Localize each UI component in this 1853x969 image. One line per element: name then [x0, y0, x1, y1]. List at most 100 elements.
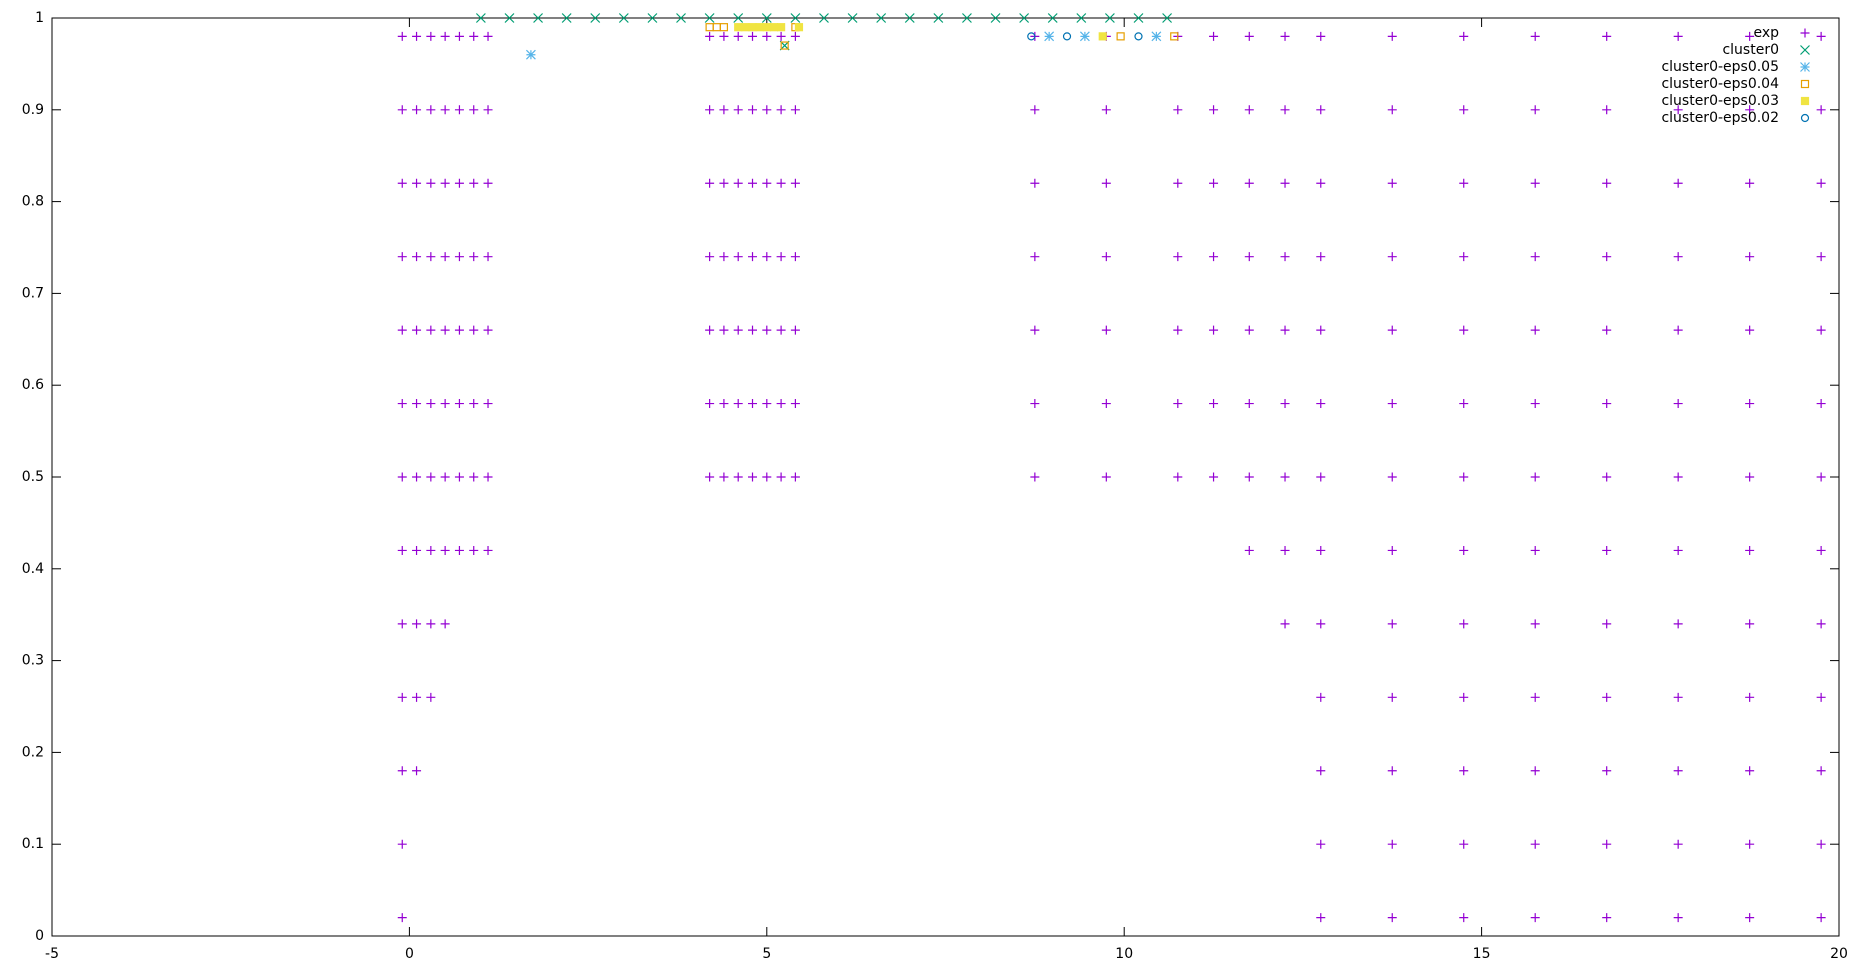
- point: [962, 13, 972, 23]
- point: [719, 105, 729, 115]
- point: [1019, 13, 1030, 23]
- point: [1244, 545, 1254, 555]
- legend-label: cluster0-eps0.04: [1661, 76, 1779, 92]
- point: [1316, 839, 1326, 849]
- y-tick-label: 0.2: [22, 744, 44, 760]
- point: [1459, 619, 1469, 629]
- point: [776, 472, 786, 482]
- point: [426, 399, 436, 409]
- point: [1044, 31, 1055, 42]
- point: [1602, 913, 1612, 923]
- point: [483, 545, 493, 555]
- point: [1104, 13, 1115, 23]
- point: [776, 325, 786, 335]
- point: [1387, 105, 1397, 115]
- point: [483, 252, 493, 262]
- point: [1459, 766, 1469, 776]
- point: [1162, 13, 1173, 23]
- point: [1602, 619, 1612, 629]
- point: [1602, 399, 1612, 409]
- point: [733, 105, 743, 115]
- point: [469, 545, 479, 555]
- point: [475, 13, 486, 23]
- point: [1209, 399, 1219, 409]
- point: [1459, 325, 1469, 335]
- point: [748, 325, 758, 335]
- point: [733, 472, 743, 482]
- point: [1602, 545, 1612, 555]
- y-tick-label: 0: [35, 928, 44, 944]
- point: [1673, 913, 1683, 923]
- point: [776, 23, 786, 32]
- point: [776, 31, 786, 41]
- point: [397, 913, 407, 923]
- point: [454, 325, 464, 335]
- point: [1280, 31, 1290, 41]
- point: [761, 13, 772, 23]
- point: [933, 13, 944, 23]
- point: [1244, 325, 1254, 335]
- point: [397, 252, 407, 262]
- point: [1530, 252, 1540, 262]
- y-tick-label: 0.4: [22, 561, 44, 577]
- point: [440, 399, 450, 409]
- point: [1387, 31, 1397, 41]
- point: [1387, 619, 1397, 629]
- point: [1151, 31, 1162, 42]
- point: [440, 252, 450, 262]
- point: [790, 472, 800, 482]
- point: [1602, 178, 1612, 188]
- point: [762, 325, 772, 335]
- point: [483, 105, 493, 115]
- point: [454, 31, 464, 41]
- point: [1459, 31, 1469, 41]
- point: [1101, 252, 1111, 262]
- point: [1745, 619, 1755, 629]
- plot-border: [51, 17, 1840, 937]
- point: [705, 178, 715, 188]
- legend-label: cluster0-eps0.03: [1661, 93, 1779, 109]
- point: [705, 23, 714, 32]
- point: [990, 13, 1001, 23]
- point: [733, 325, 743, 335]
- point: [525, 49, 536, 60]
- point: [1101, 105, 1111, 115]
- point: [426, 105, 436, 115]
- point: [454, 545, 464, 555]
- point: [1387, 472, 1397, 482]
- point: [412, 766, 422, 776]
- point: [426, 31, 436, 41]
- point: [1673, 325, 1683, 335]
- point: [1280, 105, 1290, 115]
- point: [1745, 472, 1755, 482]
- point: [1530, 692, 1540, 702]
- point: [440, 31, 450, 41]
- legend-marker: [1800, 45, 1810, 55]
- point: [1173, 472, 1183, 482]
- point: [1745, 399, 1755, 409]
- point: [762, 252, 772, 262]
- point: [1027, 32, 1036, 41]
- point: [1459, 252, 1469, 262]
- point: [1530, 839, 1540, 849]
- point: [1816, 839, 1826, 849]
- point: [483, 399, 493, 409]
- point: [1602, 252, 1612, 262]
- point: [647, 13, 658, 23]
- point: [776, 105, 786, 115]
- point: [1280, 399, 1290, 409]
- point: [412, 545, 422, 555]
- point: [741, 23, 750, 32]
- point: [397, 619, 407, 629]
- point: [762, 105, 772, 115]
- point: [440, 178, 450, 188]
- point: [762, 472, 772, 482]
- point: [1173, 178, 1183, 188]
- point: [504, 13, 515, 23]
- point: [1280, 325, 1290, 335]
- y-tick-label: 0.1: [22, 836, 44, 852]
- point: [1244, 105, 1254, 115]
- legend-marker: [1800, 28, 1810, 38]
- point: [1745, 766, 1755, 776]
- point: [454, 178, 464, 188]
